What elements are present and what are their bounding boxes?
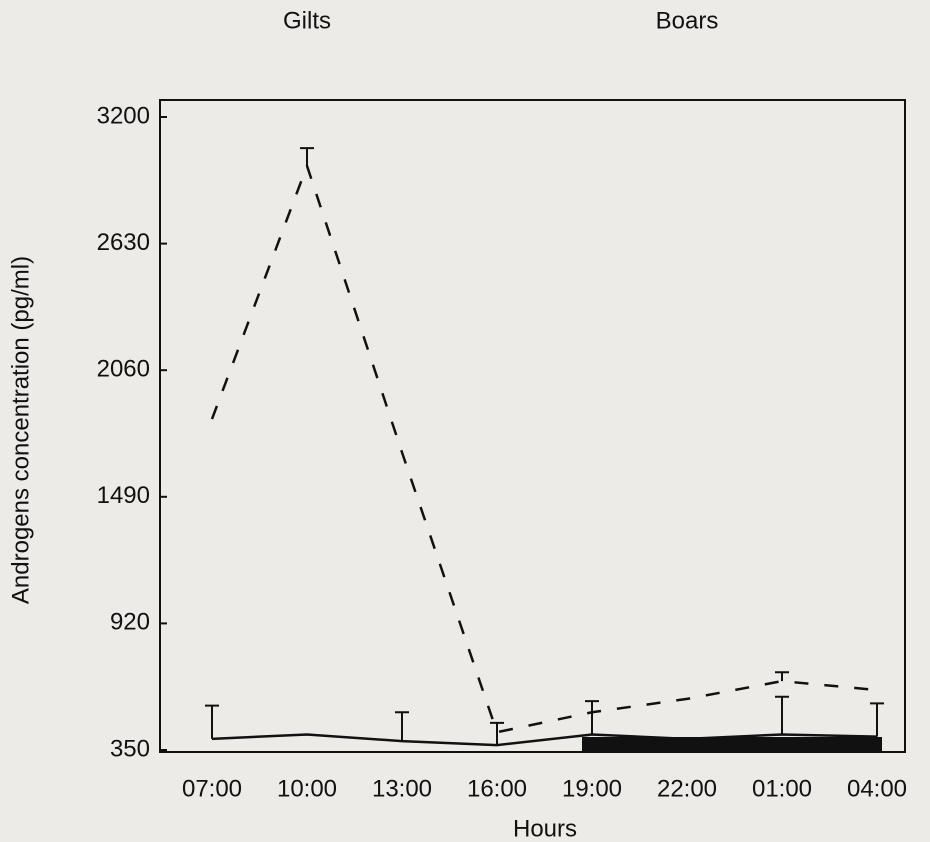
error-bar xyxy=(205,704,219,739)
x-tick-label: 10:00 xyxy=(277,775,337,802)
y-tick-label: 350 xyxy=(110,735,150,762)
error-bar xyxy=(870,702,884,737)
x-tick-label: 01:00 xyxy=(752,775,812,802)
x-tick-label: 22:00 xyxy=(657,775,717,802)
error-bar xyxy=(300,147,314,166)
dark-period-bar xyxy=(582,737,882,752)
error-bar xyxy=(490,721,504,746)
y-tick-label: 2060 xyxy=(97,356,150,383)
y-tick-label: 3200 xyxy=(97,102,150,129)
series-label: Boars xyxy=(656,7,719,34)
series-line xyxy=(210,162,878,734)
x-axis-label: Hours xyxy=(513,815,577,842)
series-label: Gilts xyxy=(283,7,331,34)
y-tick-label: 1490 xyxy=(97,482,150,509)
y-tick-label: 920 xyxy=(110,609,150,636)
y-axis-label: Androgens concentration (pg/ml) xyxy=(7,256,34,604)
error-bar xyxy=(775,695,789,735)
y-tick-label: 2630 xyxy=(97,229,150,256)
x-tick-label: 04:00 xyxy=(847,775,907,802)
error-bar xyxy=(395,711,409,742)
error-bar xyxy=(585,700,599,735)
x-tick-label: 16:00 xyxy=(467,775,527,802)
x-tick-label: 07:00 xyxy=(182,775,242,802)
x-tick-label: 13:00 xyxy=(372,775,432,802)
x-tick-label: 19:00 xyxy=(562,775,622,802)
plot-frame xyxy=(159,99,906,753)
error-bar xyxy=(775,671,789,682)
series-line xyxy=(211,733,878,747)
